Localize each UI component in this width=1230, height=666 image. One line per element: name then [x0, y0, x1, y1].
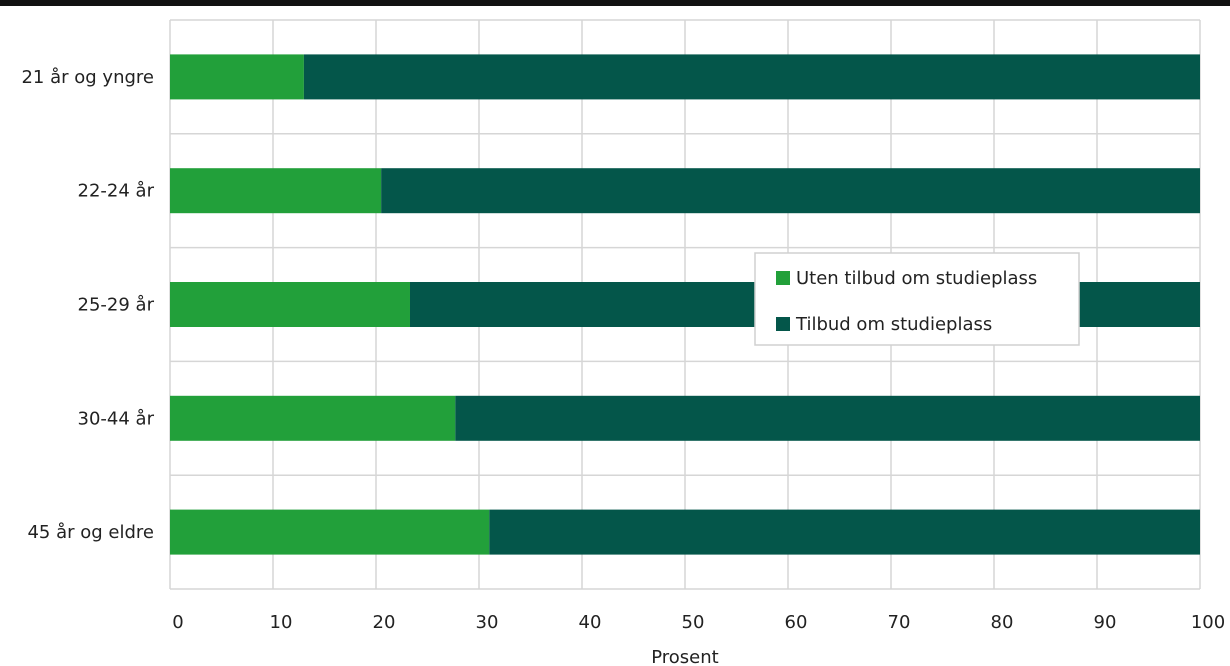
legend-label: Uten tilbud om studieplass [796, 268, 1037, 289]
x-tick-label: 80 [991, 612, 1014, 633]
category-label: 25-29 år [78, 295, 155, 316]
x-tick-label: 100 [1191, 612, 1225, 633]
x-tick-label: 60 [785, 612, 808, 633]
x-tick-label: 0 [172, 612, 183, 633]
category-label: 45 år og eldre [27, 522, 154, 543]
legend-swatch [776, 271, 790, 285]
bar-tilbud-3 [455, 395, 1200, 441]
x-tick-label: 20 [373, 612, 396, 633]
x-tick-label: 10 [270, 612, 293, 633]
category-label: 22-24 år [78, 181, 155, 202]
category-label: 21 år og yngre [21, 67, 154, 88]
bar-tilbud-0 [303, 54, 1200, 100]
x-tick-labels: 0 10 20 30 40 50 60 70 80 90 100 [172, 612, 1225, 633]
bars [170, 54, 1200, 555]
category-label: 30-44 år [78, 408, 155, 429]
bar-uten-tilbud-3 [170, 395, 456, 441]
legend-label: Tilbud om studieplass [795, 314, 992, 335]
bar-tilbud-1 [381, 168, 1200, 214]
x-tick-label: 50 [682, 612, 705, 633]
x-tick-label: 40 [579, 612, 602, 633]
bar-uten-tilbud-0 [170, 54, 304, 100]
top-border [0, 0, 1230, 6]
legend: Uten tilbud om studieplass Tilbud om stud… [754, 252, 1080, 346]
x-tick-label: 90 [1094, 612, 1117, 633]
category-labels: 21 år og yngre 22-24 år 25-29 år 30-44 år 45… [21, 67, 154, 543]
legend-box [754, 252, 1080, 346]
x-tick-label: 30 [476, 612, 499, 633]
x-tick-label: 70 [888, 612, 911, 633]
bar-uten-tilbud-2 [170, 282, 410, 327]
bar-uten-tilbud-1 [170, 168, 382, 214]
bar-uten-tilbud-4 [170, 509, 490, 555]
legend-swatch [776, 317, 790, 331]
x-axis-title: Prosent [651, 647, 718, 666]
bar-tilbud-4 [489, 509, 1200, 555]
